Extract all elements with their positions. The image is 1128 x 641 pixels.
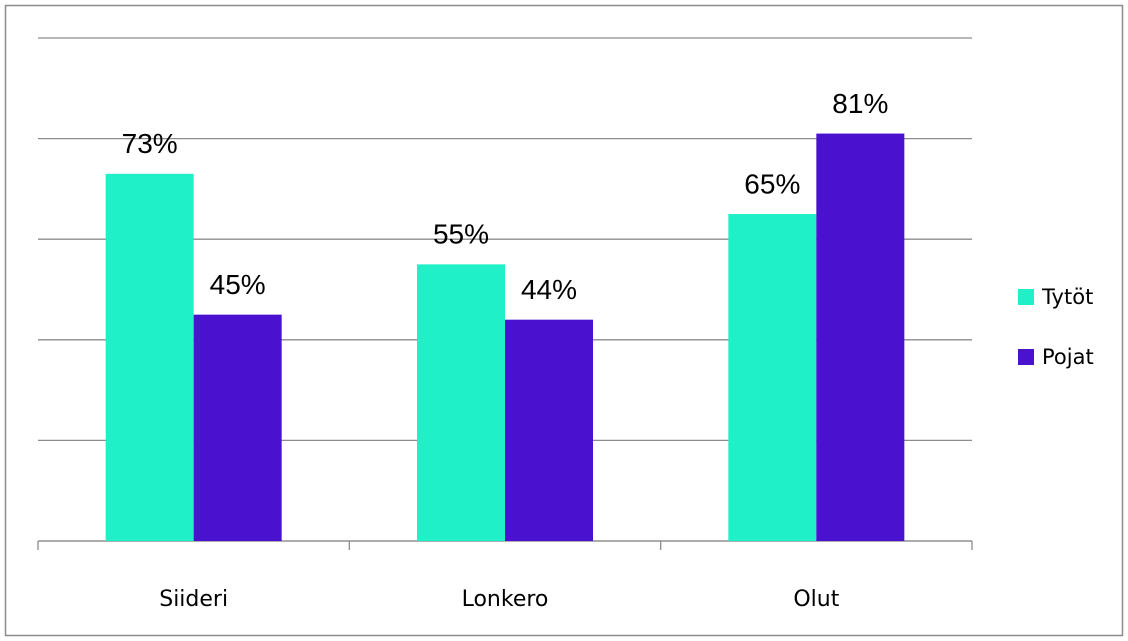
legend-swatch bbox=[1018, 289, 1034, 305]
x-tick-label: Siideri bbox=[159, 587, 228, 612]
bar bbox=[193, 314, 282, 541]
x-tick-label: Olut bbox=[793, 587, 839, 612]
data-label: 73% bbox=[122, 128, 178, 159]
bar bbox=[505, 319, 593, 541]
bar bbox=[417, 264, 505, 541]
data-label: 55% bbox=[433, 219, 489, 250]
data-label: 45% bbox=[210, 269, 266, 300]
data-label: 65% bbox=[744, 168, 800, 199]
bar bbox=[728, 214, 817, 542]
data-label: 81% bbox=[832, 88, 888, 119]
bar bbox=[105, 173, 194, 541]
bar bbox=[816, 133, 905, 541]
data-label: 44% bbox=[521, 274, 577, 305]
x-tick-label: Lonkero bbox=[462, 587, 549, 612]
legend-label: Tytöt bbox=[1041, 285, 1093, 309]
legend-label: Pojat bbox=[1042, 345, 1094, 369]
legend-swatch bbox=[1018, 349, 1034, 365]
